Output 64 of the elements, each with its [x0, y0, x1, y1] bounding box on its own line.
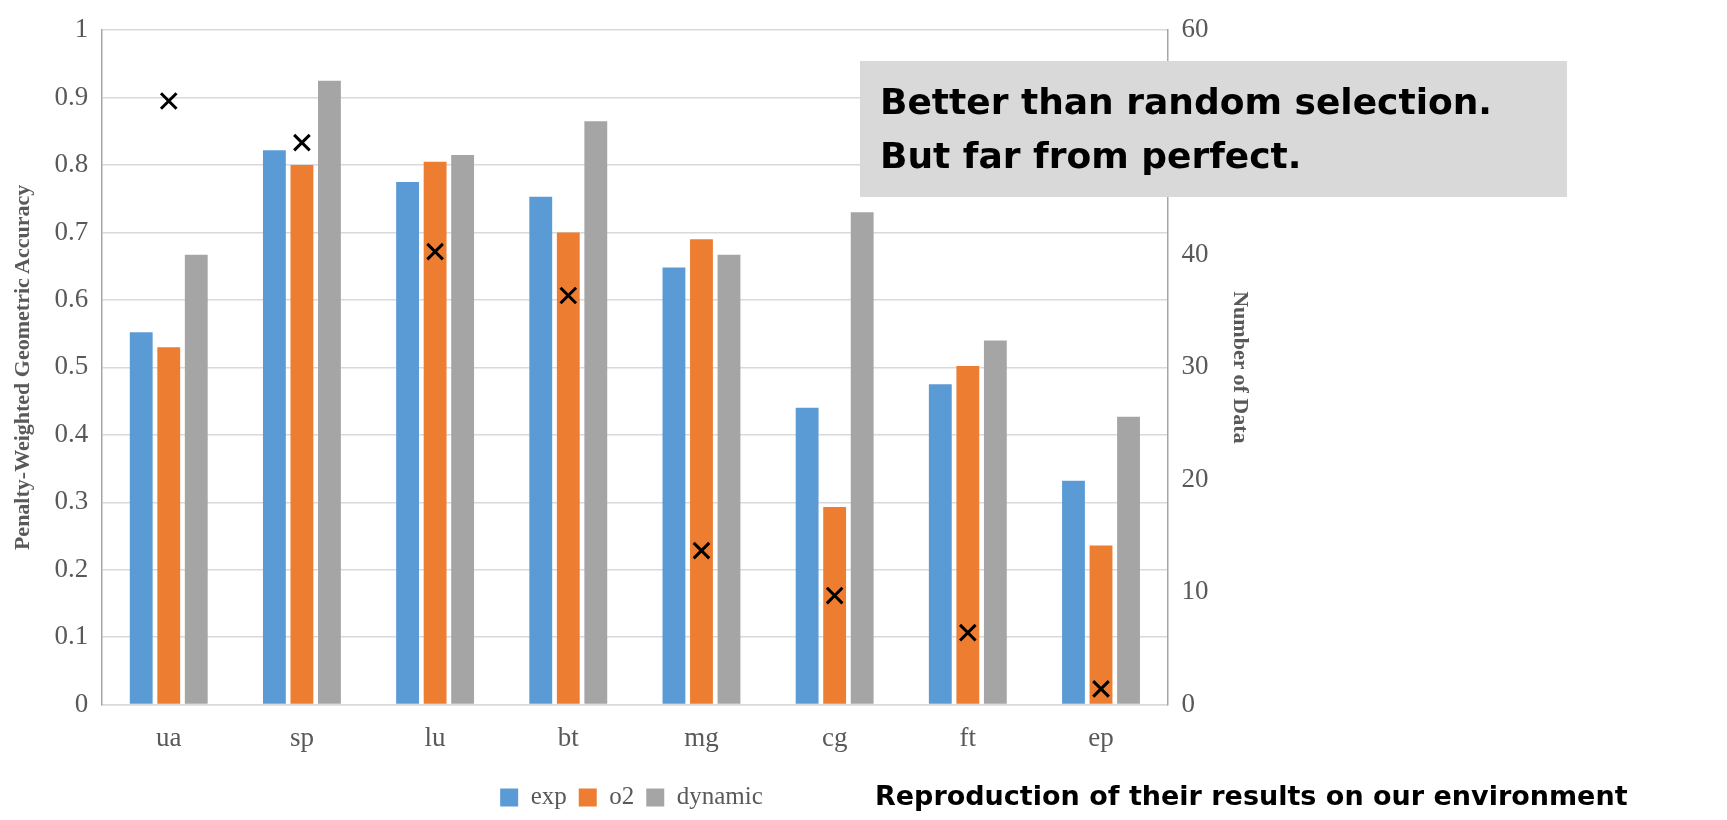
- x-tick-label: sp: [289, 721, 314, 752]
- bar: [928, 384, 952, 704]
- bar: [690, 239, 713, 704]
- bar: [556, 232, 580, 704]
- bar: [529, 196, 553, 704]
- point: [825, 586, 844, 605]
- bar: [184, 254, 208, 704]
- y-tick-label: 0.1: [54, 620, 89, 651]
- bar: [396, 181, 419, 704]
- bar: [290, 165, 314, 704]
- y-tick-label: 0.8: [54, 148, 89, 179]
- point: [1091, 679, 1111, 699]
- y-tick-label: 0.2: [54, 552, 89, 583]
- y-tick-label: 0.9: [54, 80, 89, 111]
- bar: [956, 366, 980, 704]
- y-tick-label: 1: [74, 13, 89, 44]
- y2-tick-label: 40: [1181, 238, 1209, 269]
- x-tick-label: lu: [424, 721, 447, 752]
- bar: [1089, 545, 1113, 704]
- point: [159, 91, 179, 111]
- point: [292, 133, 312, 152]
- y2-tick-label: 20: [1181, 462, 1209, 493]
- legend-label: o2: [609, 782, 635, 810]
- y2-axis-title: Number of Data: [1229, 291, 1255, 444]
- bar: [423, 161, 447, 704]
- text: Reproduction of their results on our environment: [875, 780, 1628, 811]
- y-tick-label: 0: [74, 687, 89, 718]
- point: [692, 541, 711, 560]
- legend-label: exp: [530, 782, 567, 810]
- y2-tick-label: 60: [1181, 13, 1209, 44]
- y-tick-label: 0.4: [54, 417, 89, 448]
- annotation: Better than random selection. But far from perfect.: [860, 61, 1567, 197]
- x-tick-label: ft: [959, 721, 977, 752]
- x-tick-label: mg: [684, 721, 719, 752]
- bar: [850, 212, 874, 704]
- y-tick-label: 0.6: [54, 283, 89, 314]
- point: [559, 286, 578, 305]
- bar: [1117, 416, 1140, 704]
- y-tick-label: 0.3: [54, 485, 89, 516]
- bar: [451, 154, 475, 704]
- y-tick-label: 0.7: [54, 215, 89, 246]
- bar: [823, 507, 847, 704]
- bar: [318, 80, 341, 704]
- y2-tick-label: 0: [1181, 687, 1196, 718]
- bar: [717, 254, 741, 704]
- bar: [983, 340, 1007, 704]
- point: [425, 242, 445, 261]
- x-tick-label: bt: [557, 721, 580, 752]
- y-tick-label: 0.5: [54, 350, 89, 381]
- y2-tick-label: 30: [1181, 350, 1209, 381]
- x-tick-label: ep: [1088, 721, 1114, 752]
- legend-label: dynamic: [676, 782, 763, 810]
- bar: [795, 407, 819, 704]
- bar: [157, 347, 181, 704]
- y2-tick-label: 10: [1181, 575, 1209, 606]
- point: [958, 623, 978, 642]
- x-tick-label: cg: [821, 721, 848, 752]
- bar: [662, 267, 686, 704]
- bar: [262, 150, 286, 704]
- bar: [1062, 480, 1085, 704]
- bar: [584, 121, 608, 704]
- bar: [129, 332, 153, 704]
- y-axis-title: Penalty-Weighted Geometric Accuracy: [8, 184, 34, 551]
- x-tick-label: ua: [156, 721, 182, 752]
